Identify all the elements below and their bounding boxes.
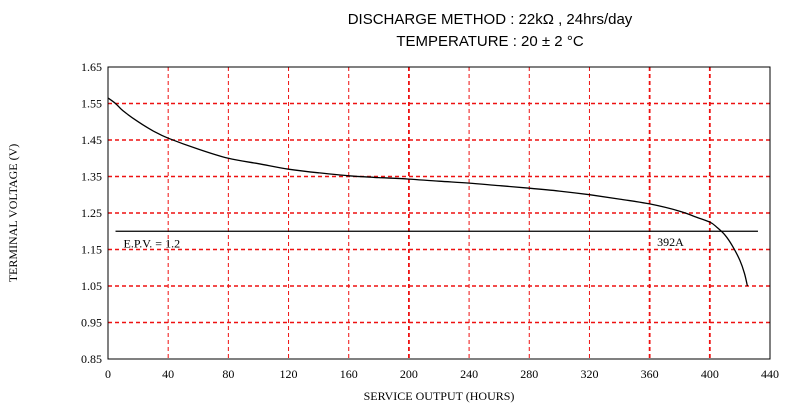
y-tick-label: 1.55 [81, 97, 102, 111]
x-tick-label: 400 [701, 367, 719, 381]
series-line-392a [107, 97, 749, 287]
x-tick-label: 40 [162, 367, 174, 381]
chart-title-line1: DISCHARGE METHOD : 22kΩ , 24hrs/day [348, 11, 633, 28]
y-tick-label: 1.65 [81, 60, 102, 74]
x-tick-label: 320 [580, 367, 598, 381]
x-tick-label: 360 [641, 367, 659, 381]
y-tick-label: 1.45 [81, 133, 102, 147]
y-tick-label: 1.25 [81, 206, 102, 220]
x-tick-label: 0 [105, 367, 111, 381]
x-tick-label: 280 [520, 367, 538, 381]
chart-title-line2: TEMPERATURE : 20 ± 2 °C [396, 33, 583, 50]
plot-frame [107, 66, 771, 360]
x-tick-label: 120 [280, 367, 298, 381]
x-tick-label: 200 [400, 367, 418, 381]
epv-label: E.P.V. = 1.2 [124, 236, 181, 250]
y-tick-label: 1.05 [81, 279, 102, 293]
x-tick-label: 240 [460, 367, 478, 381]
grid-lines [108, 67, 770, 359]
y-tick-label: 0.95 [81, 316, 102, 330]
x-tick-label: 440 [761, 367, 779, 381]
y-tick-label: 0.85 [81, 352, 102, 366]
series-annotation: 392A [657, 235, 684, 249]
y-tick-label: 1.15 [81, 243, 102, 257]
x-tick-label: 160 [340, 367, 358, 381]
x-axis-label: SERVICE OUTPUT (HOURS) [364, 389, 515, 403]
x-tick-labels: 0 40 80 120 160 200 240 280 320 360 400 440 [105, 367, 779, 381]
y-tick-labels: 0.85 0.95 1.05 1.15 1.25 1.35 1.45 1.55 1.65 [81, 60, 102, 366]
y-axis-label: TERMINAL VOLTAGE (V) [6, 144, 20, 283]
y-tick-label: 1.35 [81, 170, 102, 184]
x-tick-label: 80 [222, 367, 234, 381]
